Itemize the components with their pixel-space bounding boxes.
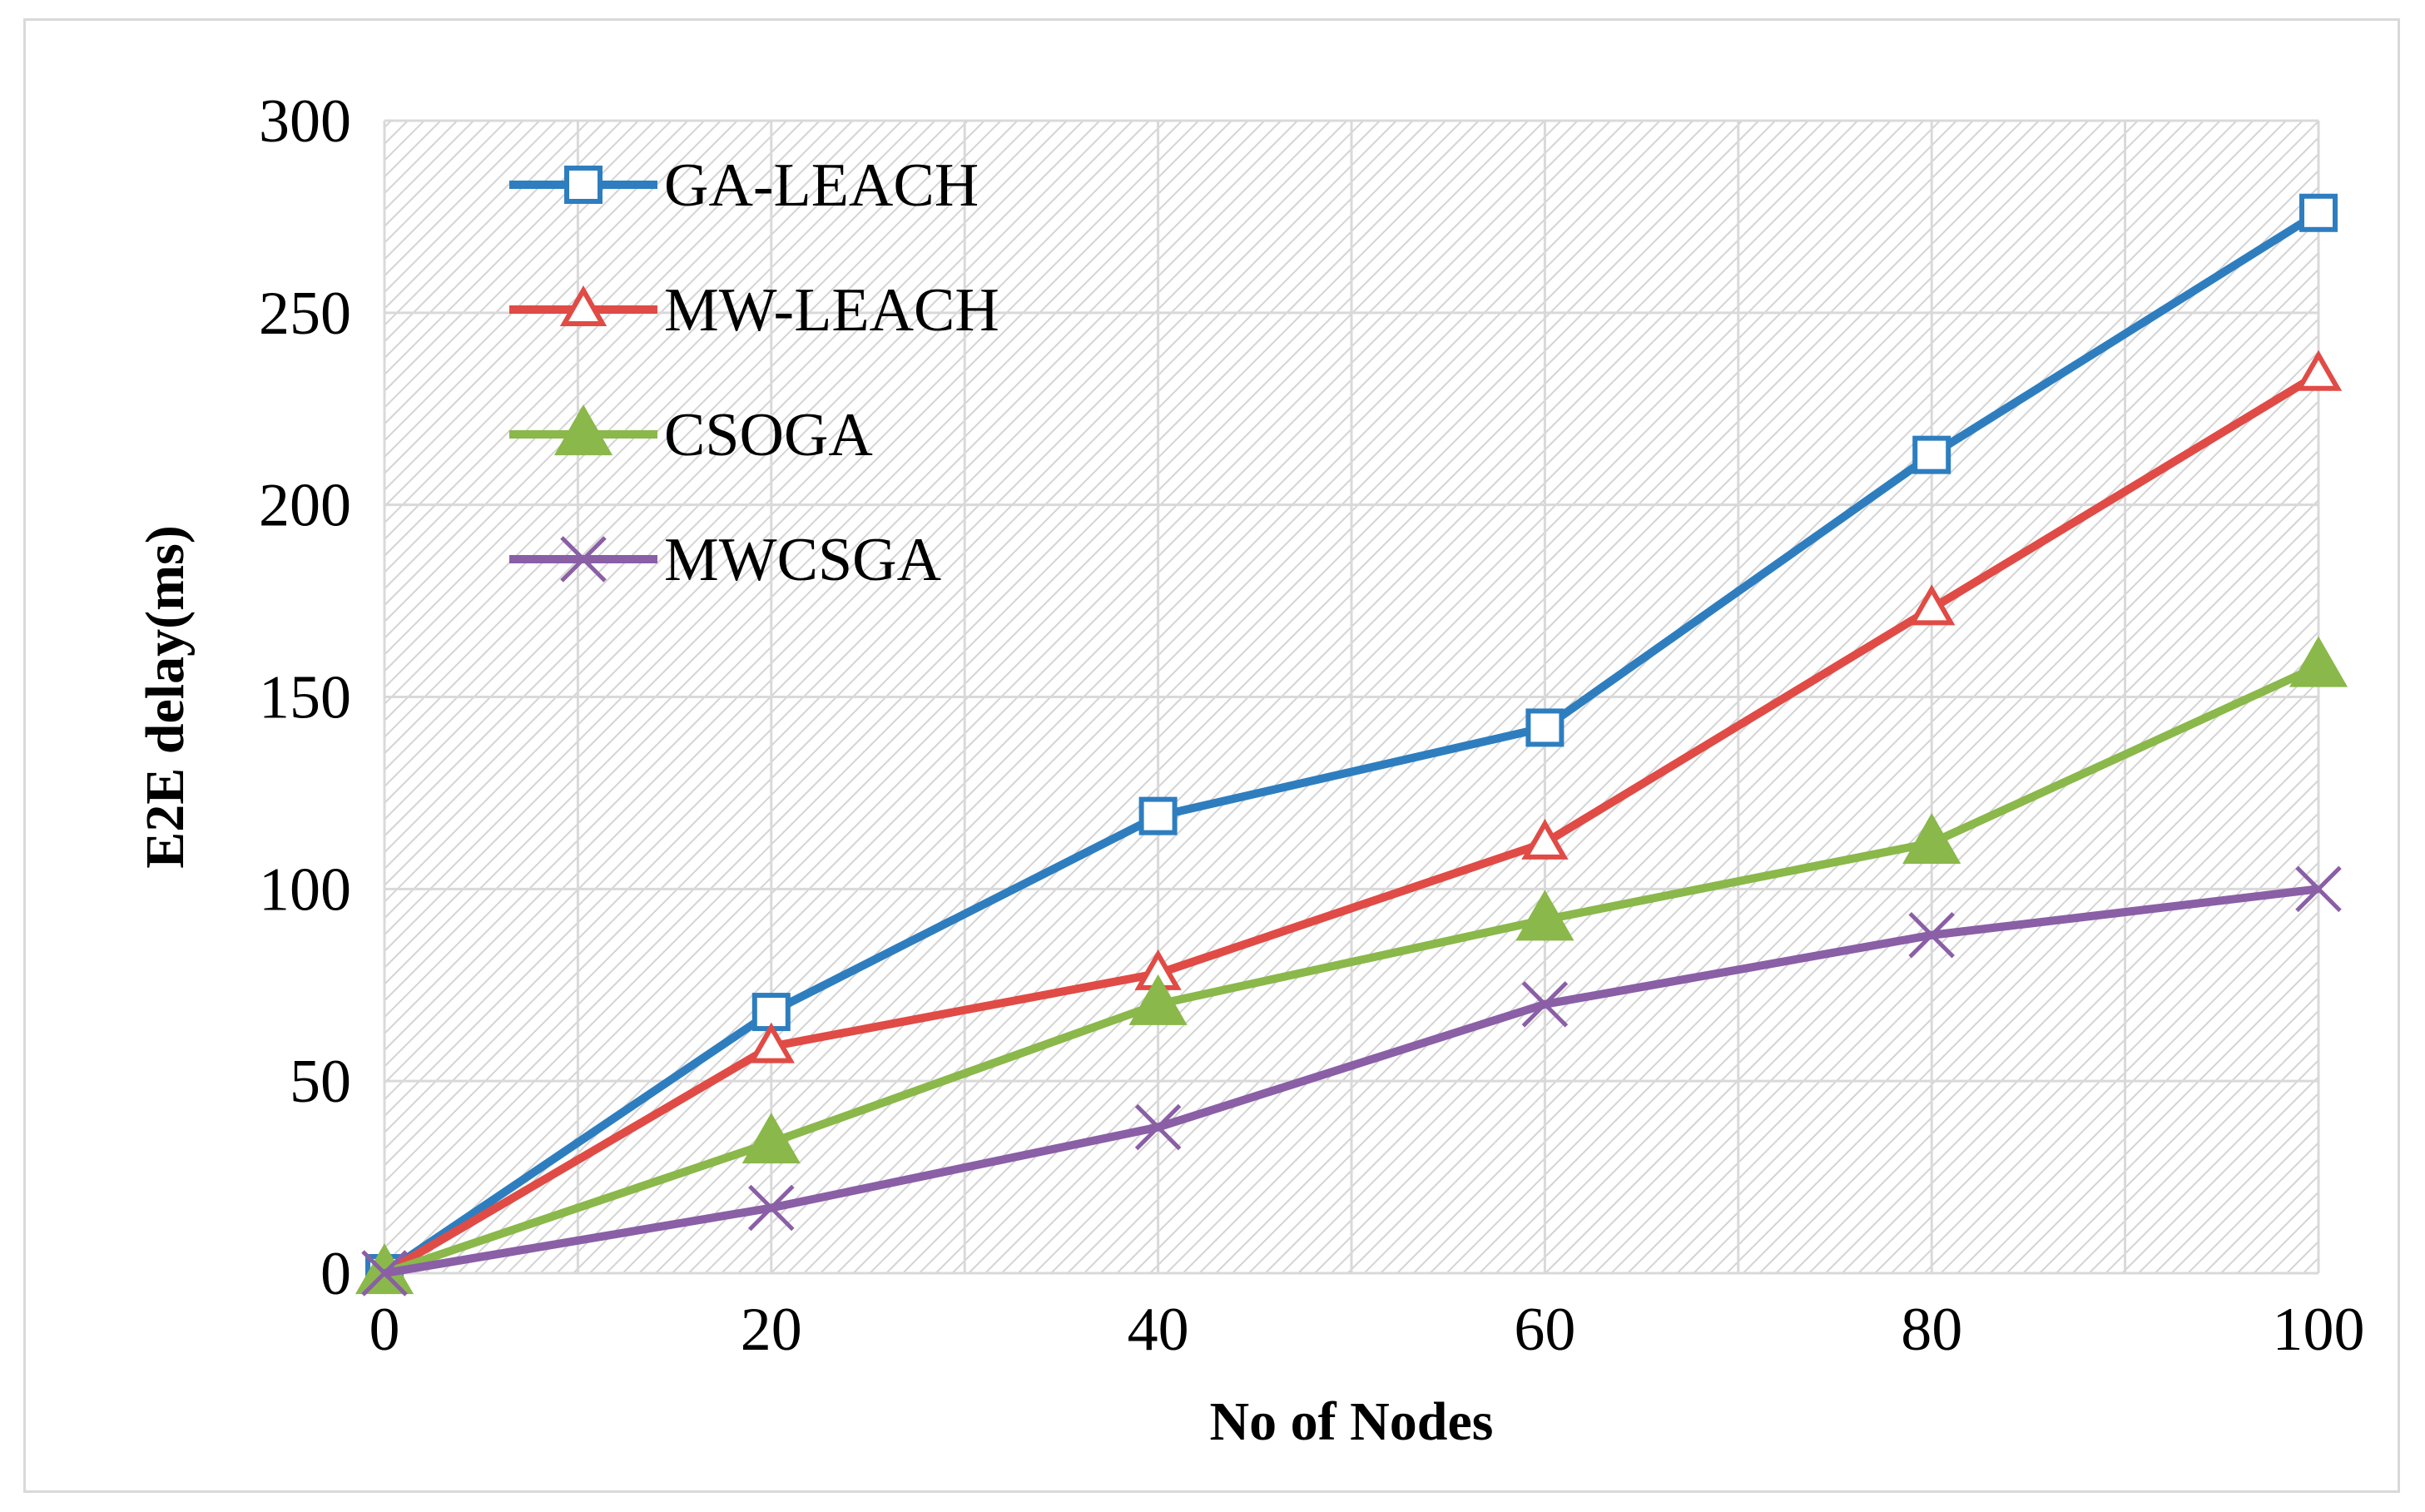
series-mwcsga bbox=[361, 865, 2342, 1296]
data-point-ga-leach bbox=[1138, 796, 1178, 835]
data-point-mwcsga bbox=[1521, 981, 1569, 1028]
legend-item-mw-leach: MW-LEACH bbox=[509, 276, 999, 345]
y-tick-label: 100 bbox=[259, 855, 351, 924]
data-point-mw-leach bbox=[1908, 584, 1956, 626]
legend-swatch-marker bbox=[560, 536, 607, 582]
x-tick-label: 100 bbox=[2273, 1296, 2365, 1364]
data-point-csoga bbox=[1515, 890, 1575, 941]
legend-label: MW-LEACH bbox=[664, 276, 999, 345]
legend-swatch-marker bbox=[559, 285, 607, 326]
legend-swatch-marker bbox=[564, 166, 603, 204]
data-point-mwcsga bbox=[1908, 911, 1955, 959]
data-point-mwcsga bbox=[748, 1184, 795, 1232]
legend-item-mwcsga: MWCSGA bbox=[509, 526, 941, 594]
tick-labels: 0 50 100 150 200 250 300 0 20 40 60 80 100 bbox=[259, 87, 2365, 1364]
data-point-mwcsga bbox=[2295, 865, 2342, 913]
data-point-csoga bbox=[1128, 974, 1188, 1025]
legend-label: GA-LEACH bbox=[664, 151, 979, 220]
legend-swatch-marker bbox=[553, 404, 613, 456]
series-line-csoga bbox=[383, 662, 2321, 1277]
y-tick-label: 0 bbox=[320, 1240, 351, 1308]
data-point-mw-leach bbox=[747, 1022, 795, 1063]
legend-label: MWCSGA bbox=[664, 526, 941, 594]
series-line-ga-leach bbox=[382, 209, 2321, 1277]
x-tick-label: 40 bbox=[1128, 1296, 1189, 1364]
data-point-csoga bbox=[1902, 813, 1961, 865]
legend-item-csoga: CSOGA bbox=[509, 401, 873, 469]
x-tick-label: 60 bbox=[1514, 1296, 1575, 1364]
data-point-ga-leach bbox=[1525, 708, 1565, 747]
data-point-ga-leach bbox=[1912, 435, 1951, 474]
series-ga-leach bbox=[365, 193, 2338, 1292]
series-line-mw-leach bbox=[382, 370, 2321, 1277]
legend-item-ga-leach: GA-LEACH bbox=[509, 151, 979, 220]
x-axis-title: No of Nodes bbox=[1210, 1391, 1494, 1452]
legend: GA-LEACH MW-LEACH CSOGA MWCSGA bbox=[509, 151, 999, 594]
data-point-csoga bbox=[741, 1113, 801, 1164]
data-point-mw-leach bbox=[1521, 818, 1569, 860]
x-tick-label: 80 bbox=[1901, 1296, 1962, 1364]
y-tick-label: 200 bbox=[259, 472, 351, 540]
x-tick-label: 0 bbox=[369, 1296, 400, 1364]
gridlines bbox=[383, 119, 2320, 1275]
data-point-mw-leach bbox=[2294, 349, 2343, 391]
y-tick-label: 150 bbox=[259, 664, 351, 732]
y-axis-title: E2E delay(ms) bbox=[135, 525, 196, 869]
data-point-mwcsga bbox=[1134, 1103, 1182, 1151]
series-group bbox=[355, 193, 2348, 1296]
series-csoga bbox=[355, 636, 2348, 1295]
y-tick-label: 250 bbox=[259, 280, 351, 348]
legend-label: CSOGA bbox=[664, 401, 873, 469]
data-point-ga-leach bbox=[2299, 193, 2338, 232]
data-point-mwcsga bbox=[361, 1250, 408, 1296]
y-tick-label: 300 bbox=[259, 87, 351, 156]
series-line-mwcsga bbox=[384, 885, 2319, 1277]
y-tick-label: 50 bbox=[290, 1048, 351, 1116]
data-point-csoga bbox=[2289, 636, 2348, 687]
x-tick-label: 20 bbox=[741, 1296, 802, 1364]
